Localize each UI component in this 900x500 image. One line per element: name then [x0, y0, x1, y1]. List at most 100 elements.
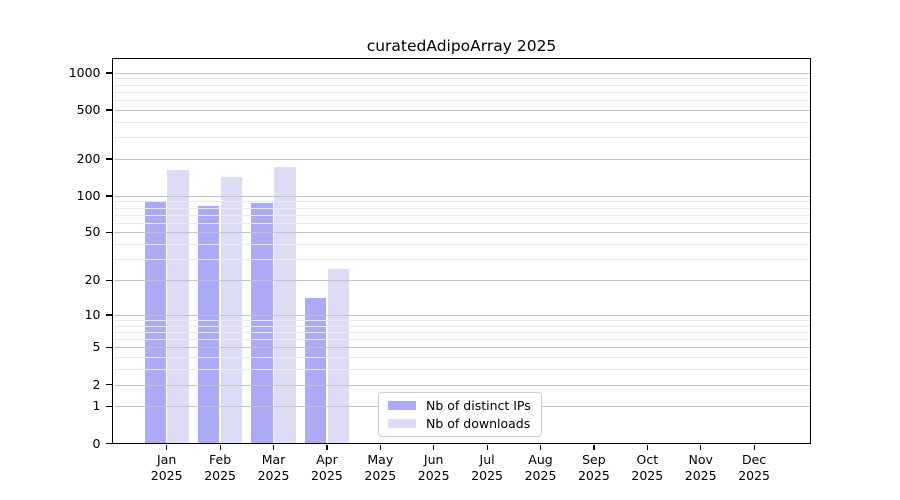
- gridline-major: [113, 158, 810, 160]
- gridline-major: [113, 347, 810, 349]
- x-tick-mark: [219, 444, 221, 450]
- y-axis-tick-label: 2: [92, 376, 101, 392]
- year-label: 2025: [471, 468, 503, 483]
- month-label: Oct: [636, 451, 659, 467]
- gridline-minor: [113, 214, 810, 216]
- gridline-major: [113, 72, 810, 74]
- x-axis-tick-label: Jul 2025: [455, 452, 519, 485]
- x-tick-mark: [433, 444, 435, 450]
- year-label: 2025: [684, 468, 717, 483]
- month-label: Nov: [688, 451, 713, 467]
- y-axis-tick-label: 50: [84, 224, 101, 240]
- gridline-major: [113, 195, 810, 197]
- x-axis-tick-label: Oct 2025: [615, 452, 679, 485]
- gridline-minor: [113, 201, 810, 203]
- year-label: 2025: [257, 468, 290, 483]
- gridline-major: [113, 109, 810, 111]
- y-tick-mark: [106, 195, 112, 197]
- gridline-minor: [113, 207, 810, 209]
- month-label: Mar: [261, 451, 286, 467]
- gridline-major: [113, 232, 810, 234]
- y-axis-tick-label: 200: [76, 150, 101, 166]
- bar-distinct-ips: [144, 201, 166, 444]
- y-axis-tick-label: 100: [76, 187, 101, 203]
- y-axis-tick-label: 1000: [68, 64, 101, 80]
- gridline-minor: [113, 137, 810, 139]
- month-label: Jan: [157, 451, 177, 467]
- x-tick-mark: [646, 444, 649, 450]
- year-label: 2025: [150, 468, 183, 483]
- gridline-minor: [113, 100, 810, 102]
- bar-distinct-ips: [251, 203, 273, 444]
- y-tick-mark: [106, 158, 112, 160]
- y-tick-mark: [106, 231, 112, 234]
- x-axis-tick-label: May 2025: [348, 452, 412, 485]
- month-label: May: [367, 451, 394, 467]
- gridline-minor: [113, 244, 810, 246]
- month-label: Feb: [209, 451, 232, 467]
- x-tick-mark: [540, 444, 542, 450]
- y-tick-mark: [106, 72, 112, 74]
- year-label: 2025: [738, 468, 770, 483]
- month-label: Jun: [423, 451, 444, 467]
- y-axis-tick-label: 20: [84, 272, 101, 288]
- gridline-minor: [113, 325, 810, 327]
- y-tick-mark: [106, 109, 112, 111]
- bar-downloads: [167, 169, 189, 444]
- x-tick-mark: [593, 444, 595, 450]
- bar-downloads: [327, 268, 350, 444]
- year-label: 2025: [631, 468, 664, 483]
- bar-distinct-ips: [197, 206, 220, 444]
- legend-label-downloads: Nb of downloads: [426, 416, 531, 432]
- x-axis-tick-label: Nov 2025: [669, 452, 733, 485]
- gridline-major: [113, 280, 810, 282]
- y-axis-tick-label: 10: [84, 306, 101, 322]
- x-tick-mark: [273, 444, 275, 450]
- gridline-minor: [113, 331, 810, 333]
- gridline-major: [113, 384, 810, 386]
- year-label: 2025: [364, 468, 397, 483]
- gridline-minor: [113, 222, 810, 224]
- year-label: 2025: [524, 468, 557, 483]
- y-tick-mark: [106, 384, 112, 386]
- month-label: Dec: [741, 451, 767, 467]
- month-label: Aug: [528, 451, 553, 467]
- legend: Nb of distinct IPs Nb of downloads: [378, 392, 542, 437]
- x-axis-tick-label: Aug 2025: [509, 452, 573, 485]
- month-label: Apr: [316, 451, 338, 467]
- legend-swatch-downloads: [388, 419, 416, 429]
- x-axis-tick-label: Feb 2025: [188, 452, 252, 485]
- x-axis-tick-label: Jun 2025: [402, 452, 466, 485]
- bar-downloads: [220, 176, 243, 444]
- x-tick-mark: [166, 444, 168, 450]
- legend-item-distinct-ips: Nb of distinct IPs: [379, 398, 541, 413]
- y-tick-mark: [106, 405, 112, 408]
- y-axis-tick-label: 1: [92, 398, 101, 414]
- y-tick-mark: [106, 314, 112, 316]
- y-axis-tick-label: 0: [92, 435, 101, 451]
- x-tick-mark: [700, 444, 702, 450]
- legend-item-downloads: Nb of downloads: [379, 416, 541, 431]
- gridline-minor: [113, 121, 810, 123]
- gridline-minor: [113, 84, 810, 86]
- gridline-minor: [113, 91, 810, 93]
- gridline-minor: [113, 357, 810, 359]
- y-axis-tick-label: 5: [92, 339, 101, 355]
- x-axis-tick-label: Apr 2025: [295, 452, 359, 485]
- x-axis-tick-label: Sep 2025: [562, 452, 626, 485]
- gridline-minor: [113, 259, 810, 261]
- legend-label-distinct-ips: Nb of distinct IPs: [426, 397, 531, 413]
- gridline-minor: [113, 319, 810, 321]
- y-tick-mark: [106, 346, 112, 349]
- year-label: 2025: [417, 468, 450, 483]
- gridline-minor: [113, 78, 810, 80]
- year-label: 2025: [577, 468, 610, 483]
- x-axis-tick-label: Jan 2025: [135, 452, 199, 485]
- x-axis-tick-label: Dec 2025: [722, 452, 786, 485]
- year-label: 2025: [204, 468, 236, 483]
- chart-title: curatedAdipoArray 2025: [366, 37, 557, 55]
- x-tick-mark: [753, 444, 755, 450]
- y-axis-tick-label: 500: [76, 101, 101, 117]
- bar-downloads: [274, 166, 296, 444]
- x-tick-mark: [379, 444, 382, 450]
